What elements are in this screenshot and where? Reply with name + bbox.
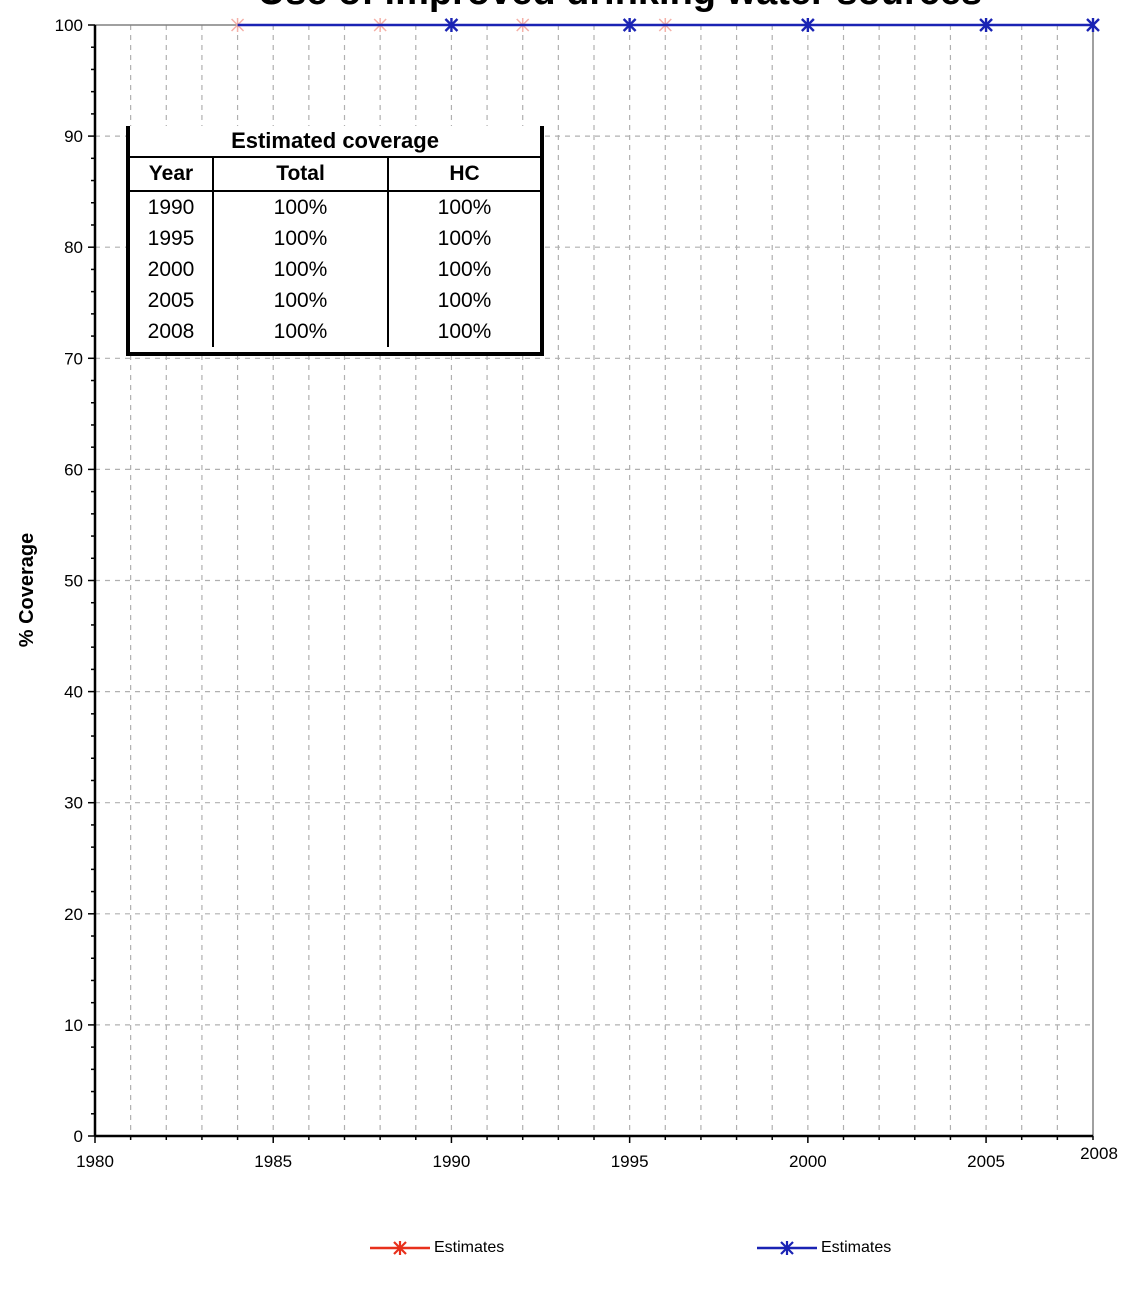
- table-header-total: Total: [213, 156, 389, 192]
- table-cell-total: 100%: [213, 254, 389, 285]
- data-point-blue: [622, 18, 637, 32]
- table-cell-year: 2000: [130, 254, 214, 285]
- table-caption: Estimated coverage: [231, 128, 439, 153]
- legend: Estimates Estimates: [0, 1236, 1123, 1266]
- data-point-blue: [801, 18, 815, 32]
- y-tick-label: 0: [74, 1127, 83, 1146]
- y-tick-label: 60: [64, 460, 83, 479]
- table-cell-total: 100%: [213, 191, 389, 223]
- table-cell-hc: 100%: [437, 195, 492, 219]
- y-tick-label: 10: [64, 1016, 83, 1035]
- x-tick-label: 1995: [611, 1152, 649, 1171]
- table-cell-year: 1995: [130, 223, 214, 254]
- table-cell-hc: 100%: [437, 288, 492, 312]
- table-row: 1990 100% 100%: [130, 191, 540, 223]
- blue-asterisk-line-icon: [757, 1241, 817, 1255]
- series-layer: [231, 18, 1100, 32]
- data-point-blue: [979, 18, 993, 32]
- table-cell-hc: 100%: [437, 319, 492, 343]
- table-cell-total: 100%: [213, 316, 389, 347]
- y-tick-label: 50: [64, 572, 83, 591]
- red-asterisk-line-icon: [370, 1241, 430, 1255]
- table-row: 2000 100% 100%: [130, 254, 540, 285]
- x-tick-label: 1990: [433, 1152, 471, 1171]
- legend-label: Estimates: [821, 1239, 892, 1256]
- table-cell-hc: 100%: [437, 226, 492, 250]
- table-cell-year: 2008: [130, 316, 214, 347]
- table-cell-year: 1990: [130, 191, 214, 223]
- legend-item-red-estimates: Estimates: [370, 1236, 504, 1260]
- table-cell-total: 100%: [213, 223, 389, 254]
- legend-item-blue-estimates: Estimates: [757, 1236, 891, 1260]
- y-tick-label: 80: [64, 238, 83, 257]
- y-axis-label: % Coverage: [16, 533, 38, 648]
- x-tick-label: 2008: [1080, 1144, 1118, 1163]
- table-row: 2008 100% 100%: [130, 316, 540, 347]
- coverage-table: Estimated coverage Year Total HC 1990 10…: [126, 126, 544, 356]
- x-tick-label: 1980: [76, 1152, 114, 1171]
- y-tick-label: 100: [55, 16, 83, 35]
- x-tick-label: 1985: [254, 1152, 292, 1171]
- y-tick-label: 20: [64, 905, 83, 924]
- x-tick-label: 2000: [789, 1152, 827, 1171]
- y-tick-label: 90: [64, 127, 83, 146]
- chart-title: Use of improved drinking water sources: [258, 0, 982, 13]
- table-cell-total: 100%: [213, 285, 389, 316]
- legend-label: Estimates: [434, 1239, 505, 1256]
- table-row: 2005 100% 100%: [130, 285, 540, 316]
- table-header-year: Year: [130, 156, 214, 192]
- data-point-blue: [1086, 18, 1100, 32]
- table-cell-hc: 100%: [437, 257, 492, 281]
- data-point-blue: [444, 18, 459, 32]
- y-tick-label: 40: [64, 683, 83, 702]
- table-row: 1995 100% 100%: [130, 223, 540, 254]
- y-tick-label: 70: [64, 349, 83, 368]
- table-header-hc: HC: [388, 156, 540, 192]
- x-tick-label: 2005: [967, 1152, 1005, 1171]
- table-cell-year: 2005: [130, 285, 214, 316]
- y-tick-label: 30: [64, 794, 83, 813]
